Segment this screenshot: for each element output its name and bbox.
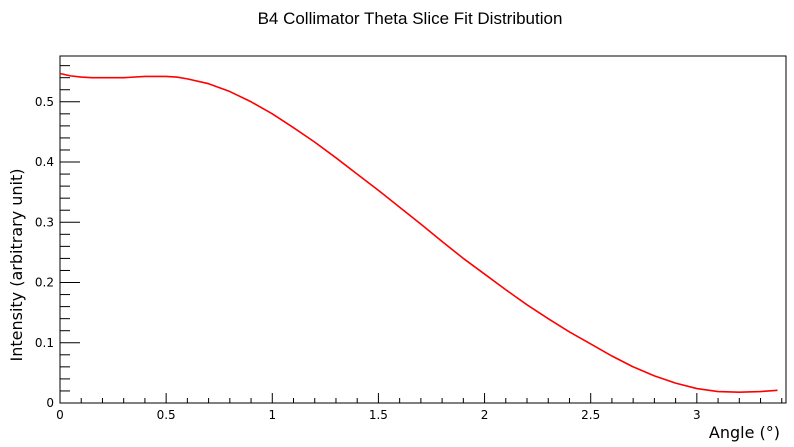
- x-tick-label: 2: [481, 408, 489, 422]
- y-tick-label: 0.3: [35, 215, 54, 229]
- y-axis: 0 0.1 0.2 0.3 0.4 0.5: [35, 65, 80, 410]
- y-tick-label: 0.5: [35, 95, 54, 109]
- y-tick-label: 0: [46, 396, 54, 410]
- series-line: [59, 72, 778, 393]
- y-tick-label: 0.4: [35, 155, 54, 169]
- chart-title: B4 Collimator Theta Slice Fit Distributi…: [258, 9, 563, 28]
- x-tick-label: 3: [693, 408, 701, 422]
- x-tick-label: 0.5: [157, 408, 176, 422]
- x-tick-label: 2.5: [581, 408, 600, 422]
- x-tick-label: 1: [268, 408, 276, 422]
- x-tick-label: 0: [56, 408, 64, 422]
- y-tick-label: 0.1: [35, 336, 54, 350]
- y-tick-label: 0.2: [35, 276, 54, 290]
- series-layer: [59, 72, 778, 393]
- x-tick-label: 1.5: [369, 408, 388, 422]
- y-axis-title: Intensity (arbitrary unit): [7, 169, 26, 362]
- x-axis: 0 0.5 1 1.5 2 2.5 3: [56, 393, 783, 422]
- plot-frame: [59, 55, 787, 404]
- x-axis-title: Angle (°): [709, 423, 780, 442]
